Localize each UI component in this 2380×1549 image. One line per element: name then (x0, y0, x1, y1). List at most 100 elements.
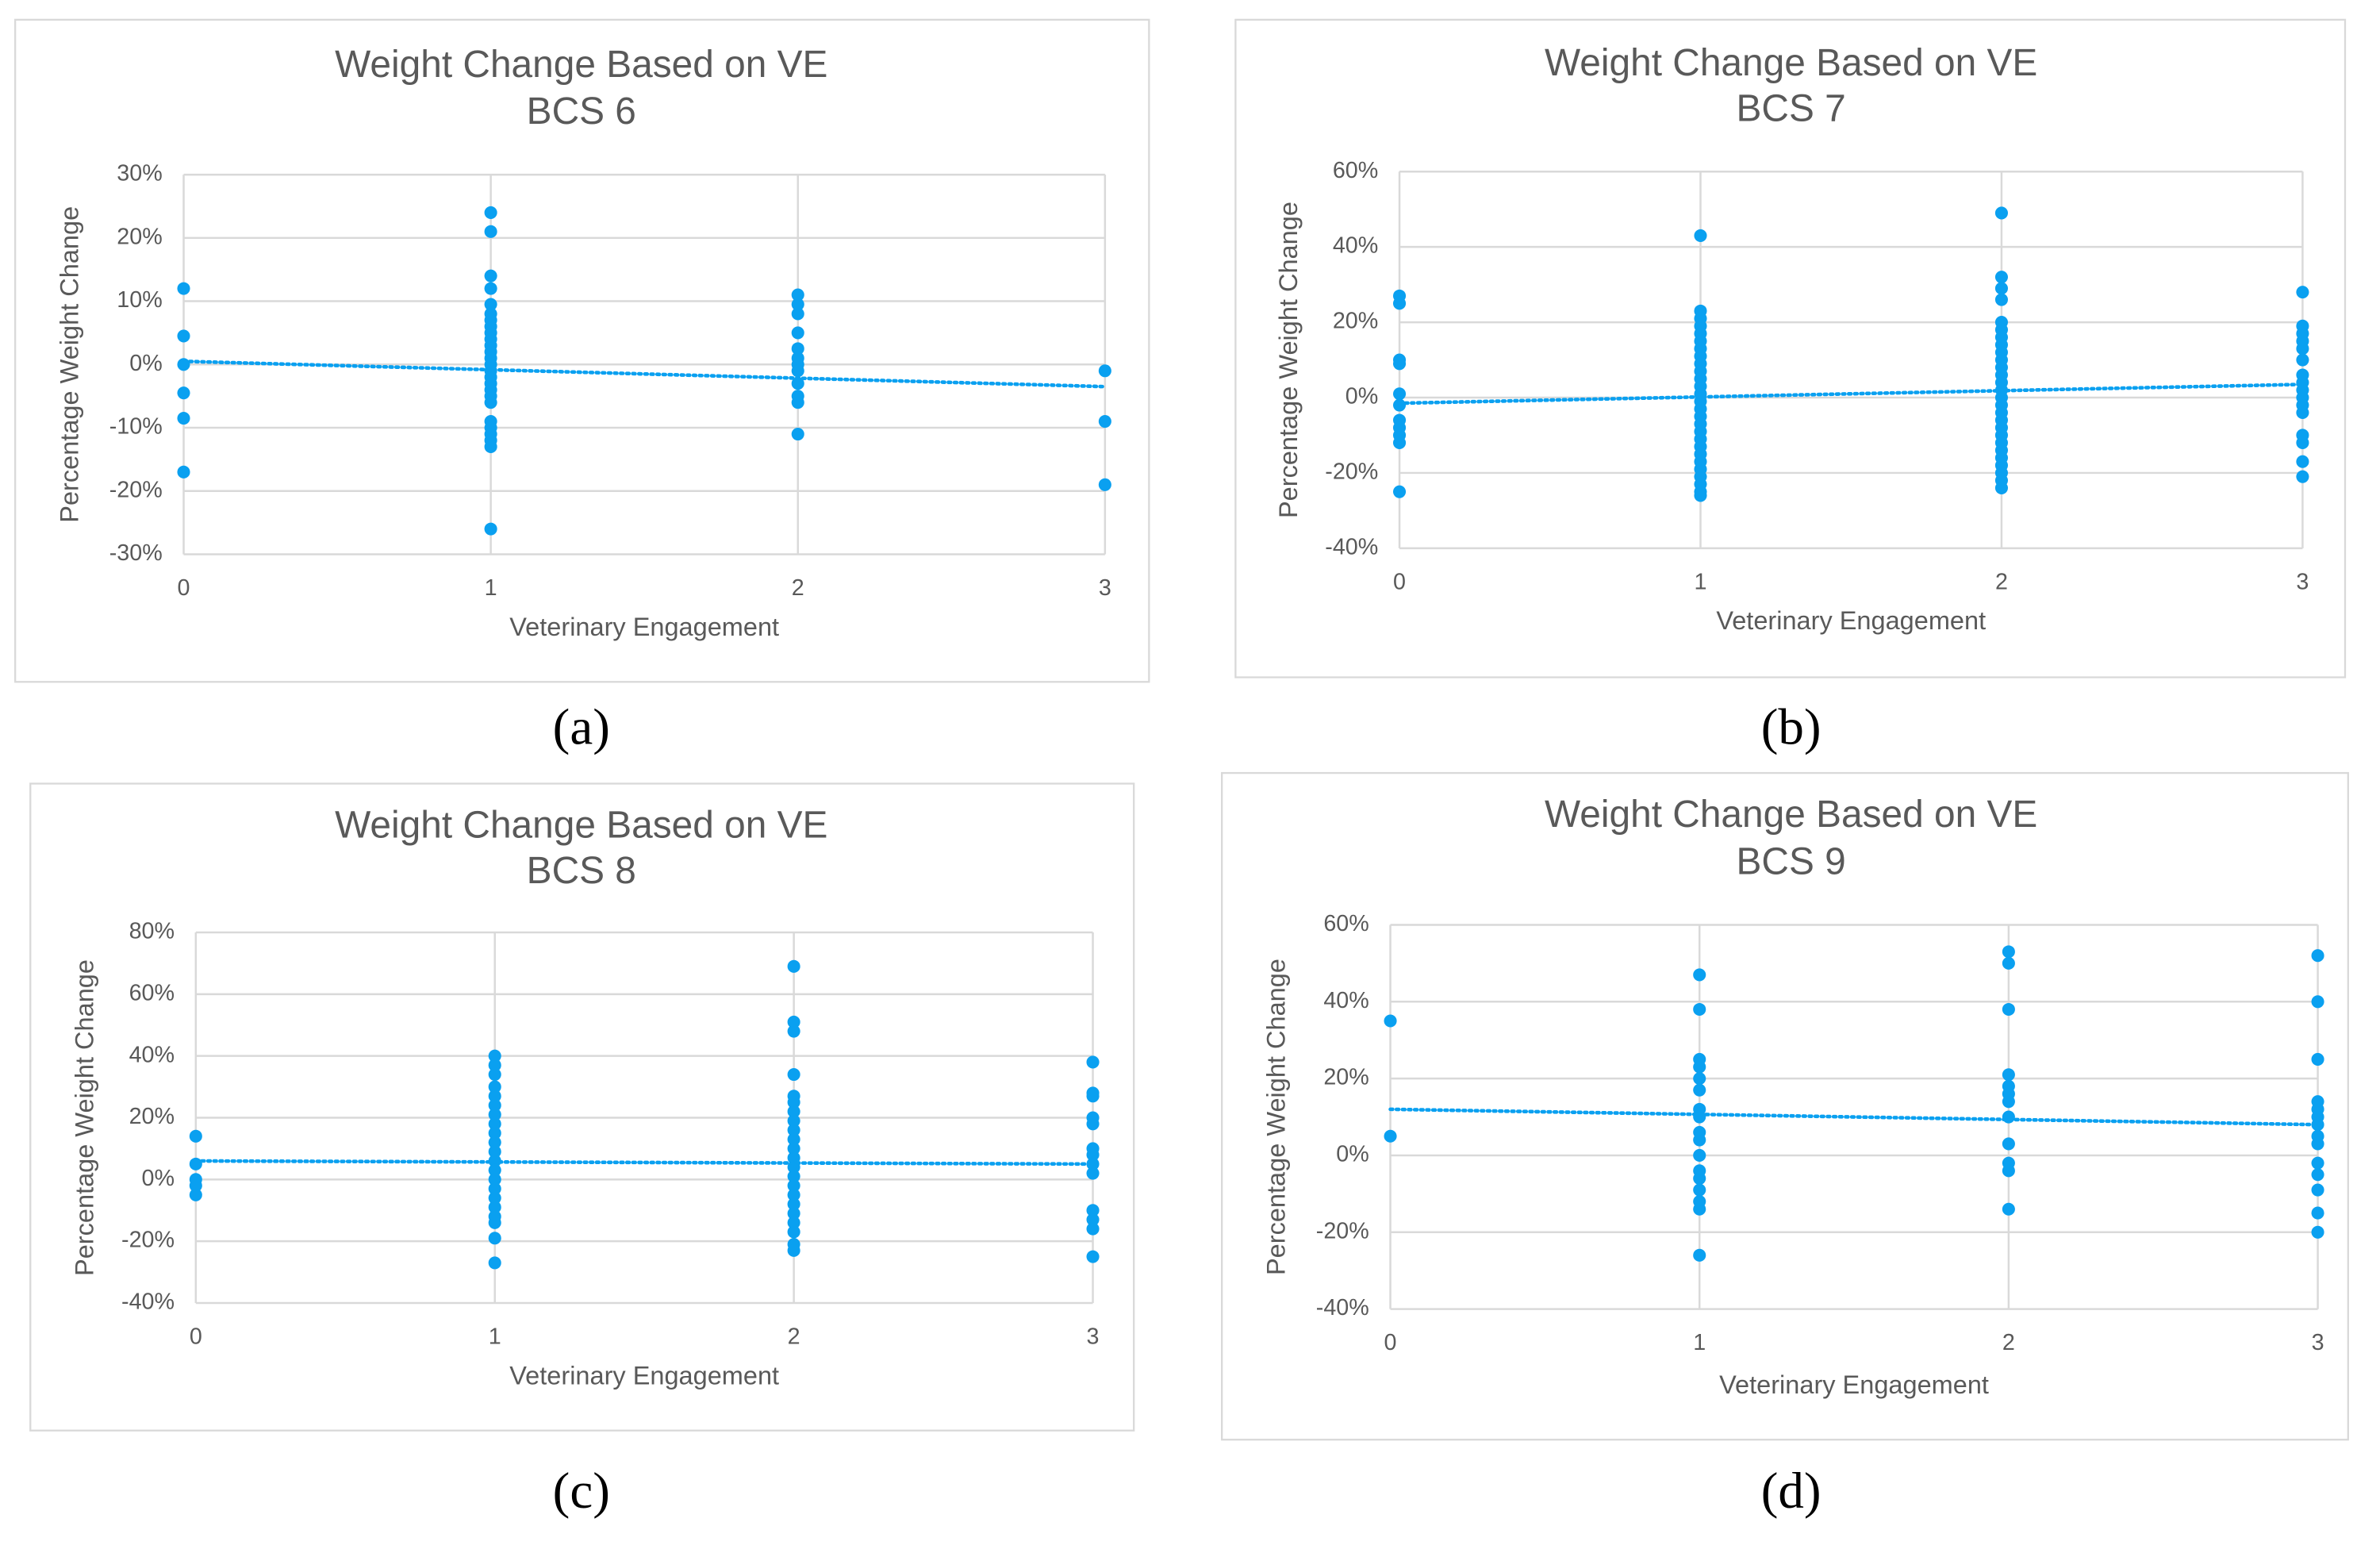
data-point (787, 1243, 800, 1257)
data-point (1693, 1148, 1706, 1162)
x-tick-label: 3 (2296, 569, 2309, 594)
chart-title: Weight Change Based on VE (1545, 42, 2037, 84)
panel-caption: (b) (1761, 698, 1821, 755)
data-point (2002, 1002, 2015, 1017)
data-point (1392, 485, 1407, 498)
x-tick-label: 0 (190, 1324, 202, 1350)
x-tick-label: 1 (485, 575, 497, 601)
data-point (1086, 1090, 1100, 1103)
trend-line (182, 359, 1107, 389)
data-point (484, 282, 497, 295)
y-tick-label: 80% (129, 919, 175, 944)
y-tick-label: 10% (117, 287, 162, 313)
data-point (177, 412, 190, 425)
data-point (787, 1067, 800, 1082)
y-axis-label: Percentage Weight Change (71, 959, 99, 1276)
data-point (2002, 1095, 2015, 1109)
data-point (2311, 1156, 2324, 1170)
data-point (2002, 1137, 2015, 1151)
y-tick-label: 20% (1323, 1065, 1368, 1090)
data-point (2311, 1183, 2324, 1197)
data-point (787, 1142, 800, 1155)
y-tick-label: -30% (109, 540, 163, 566)
x-tick-label: 2 (792, 575, 804, 601)
data-point (177, 282, 190, 295)
data-point (787, 1170, 800, 1183)
panel-frame (29, 782, 1135, 1432)
y-tick-label: 40% (1333, 233, 1378, 259)
data-point (787, 1207, 800, 1220)
data-point (2296, 470, 2309, 483)
data-point (1694, 229, 1707, 242)
y-tick-label: 60% (129, 980, 175, 1005)
data-point (177, 465, 190, 479)
data-point (1392, 398, 1407, 412)
panel-frame (1221, 771, 2349, 1441)
data-point (488, 1059, 501, 1072)
data-point (488, 1173, 501, 1186)
panel-frame (13, 18, 1150, 683)
data-point (484, 522, 497, 536)
data-point (787, 1105, 800, 1118)
data-point (1694, 489, 1707, 502)
data-point (189, 1129, 202, 1143)
data-point (1392, 436, 1407, 450)
data-point (1693, 1083, 1706, 1097)
y-tick-label: -20% (1316, 1218, 1369, 1243)
data-point (484, 206, 497, 219)
data-point (488, 1191, 501, 1205)
y-axis-label: Percentage Weight Change (1262, 959, 1291, 1275)
data-point (189, 1179, 202, 1193)
data-point (488, 1108, 501, 1121)
data-point (1693, 1060, 1706, 1074)
y-axis-label: Percentage Weight Change (1274, 202, 1303, 518)
data-point (1693, 1072, 1706, 1086)
data-point (488, 1201, 501, 1214)
trend-line (1388, 1107, 2320, 1127)
data-point (2311, 995, 2324, 1009)
chart-panel: Weight Change Based on VE BCS 9 -40% -20% 0%… (1221, 771, 2349, 1520)
data-point (2311, 1137, 2324, 1151)
y-tick-label: 20% (129, 1104, 175, 1129)
chart-title: Weight Change Based on VE (1545, 794, 2037, 836)
data-point (1693, 1248, 1706, 1262)
data-point (488, 1098, 501, 1112)
data-point (488, 1049, 501, 1063)
data-point (791, 377, 804, 390)
data-point (787, 959, 800, 973)
data-point (1693, 1002, 1706, 1017)
x-axis-label: Veterinary Engagement (509, 613, 779, 641)
data-point (791, 427, 804, 441)
y-tick-label: 0% (129, 351, 162, 376)
data-point (2311, 1118, 2324, 1132)
data-point (791, 364, 804, 378)
data-point (1098, 415, 1111, 429)
chart-subtitle: BCS 7 (1737, 87, 1846, 129)
data-point (1086, 1222, 1100, 1236)
y-tick-label: 20% (1333, 309, 1378, 334)
data-point (2311, 949, 2324, 963)
data-point (787, 1024, 800, 1038)
data-point (1693, 968, 1706, 982)
data-point (787, 1225, 800, 1239)
data-point (787, 1015, 800, 1028)
data-point (1693, 1183, 1706, 1197)
data-point (791, 326, 804, 340)
x-tick-label: 0 (1384, 1330, 1397, 1355)
chart-subtitle: BCS 9 (1737, 841, 1846, 883)
data-point (791, 288, 804, 302)
y-tick-label: -20% (109, 477, 163, 502)
data-point (488, 1126, 501, 1140)
data-point (2311, 1206, 2324, 1220)
panel-caption: (c) (553, 1463, 610, 1520)
data-point (177, 329, 190, 343)
data-point (488, 1182, 501, 1196)
data-point (1086, 1213, 1100, 1226)
x-axis-label: Veterinary Engagement (1716, 606, 1986, 635)
data-point (1392, 297, 1407, 310)
data-point (2296, 436, 2309, 450)
data-point (787, 1151, 800, 1165)
